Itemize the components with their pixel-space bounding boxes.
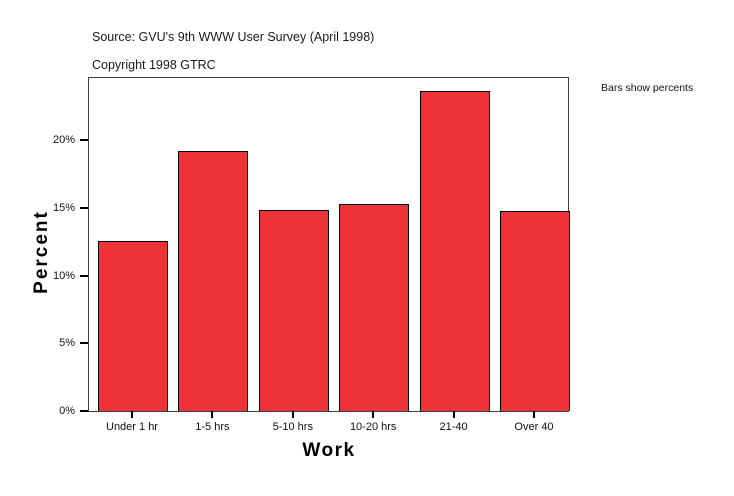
x-axis-category-label: Under 1 hr [106,421,158,433]
y-axis-tick-label: 15% [52,201,75,214]
y-axis-tick [79,410,88,412]
bar-21-40 [419,90,490,411]
y-axis-title: Percent [31,210,52,294]
x-axis-category-label: 10-20 hrs [349,421,397,433]
bar-5-10-hrs [258,209,329,411]
x-axis-title: Work [302,440,356,461]
x-axis-category-label: 21-40 [439,421,468,433]
x-axis-tick [452,411,455,418]
y-axis-tick [79,274,88,277]
x-axis-tick [131,411,133,418]
y-axis-tick-label: 20% [52,134,75,147]
x-axis-category-label: 1-5 hrs [195,421,230,433]
y-axis-tick [79,139,88,142]
bar-1-5-hrs [178,151,249,411]
y-axis-tick [79,342,88,345]
y-axis-tick-label: 0% [59,405,75,417]
x-axis-tick [372,411,375,418]
bar-10-20-hrs [339,204,410,411]
bars-show-percents-note: Bars show percents [601,82,694,94]
plot-area: 0% 5% 10% 15% 20% Under 1 hr 1-5 hrs 5-10 hrs 10… [53,77,570,433]
x-axis-tick [291,411,294,418]
chart-title-source: Source: GVU's 9th WWW User Survey (April… [92,30,375,44]
chart-title-copyright: Copyright 1998 GTRC [92,58,216,72]
y-axis-tick-label: 10% [52,269,75,282]
x-axis-tick [211,411,214,418]
y-axis-tick [79,206,88,209]
bar-over-40 [500,211,570,411]
x-axis-tick [533,411,535,418]
x-axis-category-label: 5-10 hrs [272,421,313,433]
y-axis-tick-label: 5% [59,337,75,350]
x-axis-category-label: Over 40 [514,421,554,433]
bar-under-1-hr [98,240,168,411]
